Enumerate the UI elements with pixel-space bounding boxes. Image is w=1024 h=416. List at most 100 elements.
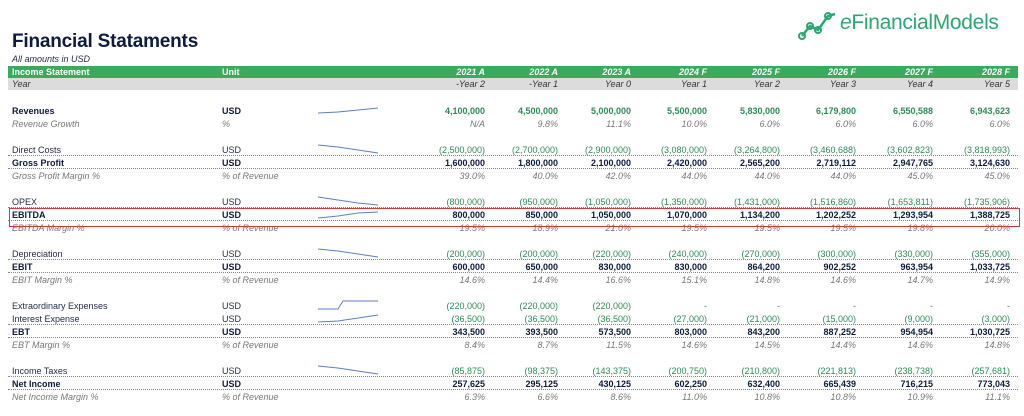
header-year: 2026 F [827,67,856,77]
cell-value: (85,875) [451,366,485,376]
cell-value: 14.6% [907,340,933,350]
cell-value: 2,719,112 [816,158,856,168]
cell-value: 887,252 [823,327,856,337]
cell-value: - [930,301,933,311]
header-year: 2023 A [602,67,631,77]
row-unit: % of Revenue [222,223,279,233]
period-label: Year 4 [906,79,933,89]
header-unit: Unit [222,67,240,77]
row-unit: USD [222,327,242,337]
row-label: Gross Profit Margin % [12,171,101,181]
row-label: Direct Costs [12,145,62,155]
table-row-gross-profit-margin: Gross Profit Margin % % of Revenue 39.0% 40… [8,170,1018,182]
row-label: Revenue Growth [12,119,80,129]
cell-value: 14.6% [830,275,856,285]
cell-value: 19.5% [681,223,707,233]
cell-value: 42.0% [605,171,631,181]
cell-value: 6.0% [989,119,1010,129]
sparkline [318,300,378,310]
cell-value: 21.0% [605,223,631,233]
cell-value: 6.0% [759,119,780,129]
cell-value: (220,000) [592,301,631,311]
cell-value: 10.8% [754,392,780,402]
row-label: OPEX [12,197,38,207]
cell-value: (220,000) [519,301,558,311]
cell-value: 14.4% [532,275,558,285]
row-unit: USD [222,379,242,389]
chart-line-logo-icon [798,12,836,40]
cell-value: 5,000,000 [590,106,631,116]
row-unit: USD [222,197,242,207]
cell-value: 1,388,725 [969,210,1010,220]
row-unit: USD [222,210,242,220]
cell-value: 9.8% [537,119,558,129]
sparkline [318,107,379,114]
cell-value: (257,681) [971,366,1010,376]
cell-value: (36,500) [597,314,631,324]
cell-value: 1,033,725 [969,262,1010,272]
row-label: Net Income [12,379,61,389]
cell-value: (9,000) [904,314,933,324]
row-label: Revenues [12,106,55,116]
row-label: Depreciation [12,249,63,259]
page-title: Financial Stataments [12,31,199,52]
table-row-ebt: EBT USD 343,500 393,500 573,500 803,000 843,20… [8,326,1018,338]
cell-value: 5,500,000 [666,106,707,116]
header-label: Income Statement [12,67,90,77]
cell-value: 2,947,765 [892,158,933,168]
cell-value: 3,124,630 [969,158,1010,168]
row-label: EBT [12,327,30,337]
table-row-depreciation: Depreciation USD (200,000) (200,000) (220,00… [8,248,1018,260]
cell-value: 14.8% [984,340,1010,350]
cell-value: (3,264,800) [733,145,780,155]
cell-value: 1,202,252 [815,210,856,220]
cell-value: 14.8% [754,275,780,285]
cell-value: 665,439 [823,379,856,389]
row-unit: USD [222,366,242,376]
header-year: 2021 A [456,67,485,77]
cell-value: 954,954 [900,327,933,337]
cell-value: 602,250 [674,379,707,389]
table-row-ebit: EBIT USD 600,000 650,000 830,000 830,000 864,2… [8,261,1018,273]
table-header: Income Statement Unit 2021 A 2022 A 2023… [8,66,1018,78]
cell-value: (240,000) [668,249,707,259]
header-year: 2024 F [678,67,707,77]
cell-value: 6,943,623 [969,106,1010,116]
table-row-ebit-margin: EBIT Margin % % of Revenue 14.6% 14.4% 16.6%… [8,274,1018,286]
cell-value: (200,750) [668,366,707,376]
cell-value: 850,000 [525,210,558,220]
cell-value: 6,550,588 [892,106,933,116]
cell-value: 600,000 [452,262,485,272]
cell-value: (210,800) [741,366,780,376]
row-label: Extraordinary Expenses [12,301,108,311]
cell-value: 843,200 [747,327,780,337]
row-unit: USD [222,262,242,272]
cell-value: 14.4% [830,340,856,350]
row-unit: USD [222,314,242,324]
cell-value: 10.9% [907,392,933,402]
cell-value: 44.0% [754,171,780,181]
cell-value: (238,738) [894,366,933,376]
cell-value: 830,000 [598,262,631,272]
header-year: 2027 F [904,67,933,77]
cell-value: 19.5% [754,223,780,233]
cell-value: 6.6% [537,392,558,402]
cell-value: (36,500) [451,314,485,324]
row-unit: % of Revenue [222,171,279,181]
cell-value: 1,070,000 [666,210,707,220]
efinancialmodels-logo[interactable]: eFinancialModels [798,8,999,42]
row-unit: % of Revenue [222,340,279,350]
cell-value: - [777,301,780,311]
cell-value: 10.8% [830,392,856,402]
row-unit: % of Revenue [222,275,279,285]
cell-value: (800,000) [446,197,485,207]
row-unit: % [222,119,231,129]
row-unit: % of Revenue [222,392,279,402]
cell-value: (3,080,000) [660,145,707,155]
cell-value: 11.0% [682,392,707,402]
table-row-extraordinary-expenses: Extraordinary Expenses USD (220,000) (220,0… [8,300,1018,312]
cell-value: 1,030,725 [969,327,1010,337]
cell-value: 15.1% [681,275,707,285]
cell-value: 45.0% [984,171,1010,181]
cell-value: 1,800,000 [517,158,558,168]
